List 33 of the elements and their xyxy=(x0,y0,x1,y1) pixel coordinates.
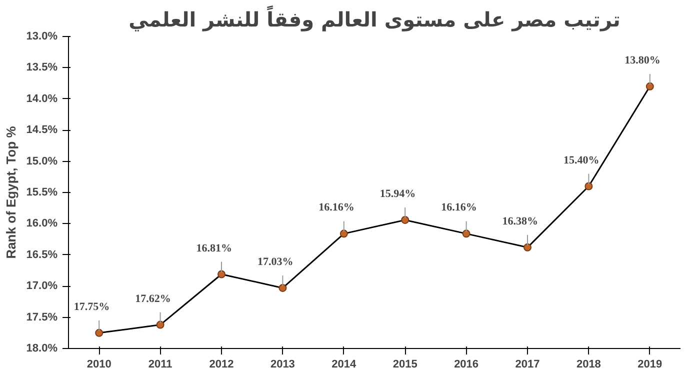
y-tick-label: 16.0% xyxy=(26,218,58,230)
data-label: 16.81% xyxy=(196,242,232,254)
data-label: 15.94% xyxy=(380,188,416,200)
x-tick-label: 2019 xyxy=(638,358,662,370)
y-tick-label: 13.5% xyxy=(26,62,58,74)
y-tick-label: 17.5% xyxy=(26,311,58,324)
chart-title: ترتيب مصر على مستوى العالم وفقاً للنشر العلمي xyxy=(128,5,620,32)
data-label: 17.75% xyxy=(74,300,110,313)
y-tick-label: 14.5% xyxy=(26,124,58,136)
data-label: 17.03% xyxy=(257,256,294,268)
data-label: 16.16% xyxy=(441,202,477,214)
x-tick-label: 2012 xyxy=(209,358,234,370)
x-tick-label: 2013 xyxy=(270,358,295,370)
y-tick-label: 16.5% xyxy=(26,248,58,261)
data-label: 13.80% xyxy=(624,54,660,66)
data-label: 16.16% xyxy=(318,202,354,214)
data-label: 16.38% xyxy=(502,215,538,228)
y-tick-label: 14.0% xyxy=(26,92,58,105)
x-tick-label: 2011 xyxy=(148,358,172,370)
x-tick-label: 2014 xyxy=(332,358,358,370)
y-tick-label: 17.0% xyxy=(26,280,58,292)
x-tick-label: 2016 xyxy=(454,358,479,370)
x-tick-label: 2017 xyxy=(515,358,540,370)
data-label: 15.40% xyxy=(563,154,600,166)
x-tick-label: 2018 xyxy=(576,358,601,370)
y-axis-title: Rank of Egypt, Top % xyxy=(3,126,18,259)
y-tick-label: 18.0% xyxy=(26,342,58,354)
y-tick-label: 15.5% xyxy=(26,186,58,198)
y-tick-label: 13.0% xyxy=(26,30,58,42)
y-tick-label: 15.0% xyxy=(26,155,58,168)
data-label: 17.62% xyxy=(135,292,171,305)
x-tick-label: 2015 xyxy=(392,358,418,370)
x-tick-label: 2010 xyxy=(86,358,112,370)
